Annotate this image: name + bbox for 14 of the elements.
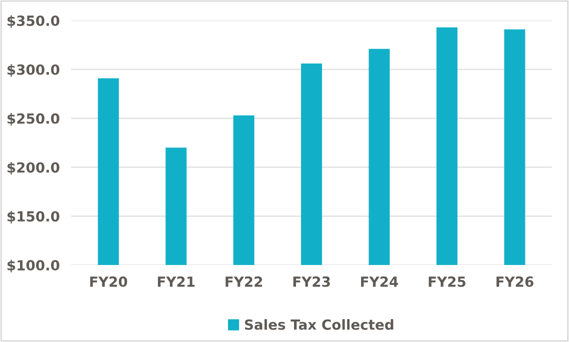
y-tick-label: $200.0 [8,162,60,175]
x-tick-label: FY26 [496,276,534,287]
y-tick-label: $100.0 [8,260,60,272]
x-tick-label: FY22 [226,276,262,287]
x-tick-label: FY21 [158,276,195,287]
x-tick-label: FY20 [90,276,128,287]
y-tick-label: $150.0 [8,210,60,224]
x-tick-label: FY25 [428,276,466,287]
legend-label: Sales Tax Collected [244,319,394,330]
y-tick-label: $300.0 [8,64,60,77]
x-tick-label: FY24 [361,276,398,287]
x-tick-label: FY23 [293,276,330,287]
y-tick-label: $350.0 [8,15,60,28]
y-tick-label: $250.0 [8,113,60,126]
